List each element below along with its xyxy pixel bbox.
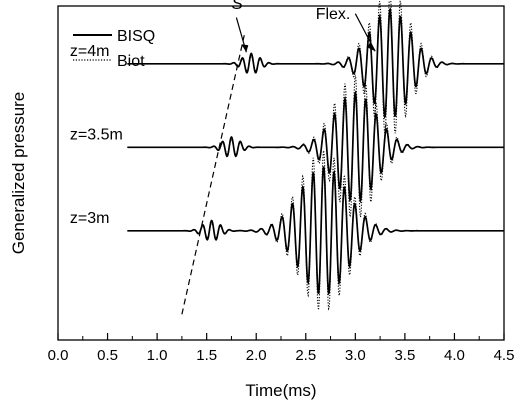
legend-label-bisq: BISQ <box>117 28 155 45</box>
x-tick-label-1: 0.5 <box>97 347 118 364</box>
x-axis-ticks: 0.0 0.5 1.0 1.5 2.0 2.5 3.0 3.5 4.0 4.5 <box>48 333 515 364</box>
bisq-trace-0 <box>127 7 504 120</box>
x-tick-label-5: 2.5 <box>295 347 316 364</box>
x-axis-label: Time(ms) <box>245 381 316 400</box>
x-tick-label-7: 3.5 <box>394 347 415 364</box>
trace-label-0: z=4m <box>70 43 110 60</box>
x-tick-label-6: 3.0 <box>345 347 366 364</box>
s-wave-label: S <box>231 0 243 13</box>
bisq-trace-2 <box>127 166 504 296</box>
x-tick-label-8: 4.0 <box>444 347 465 364</box>
legend-label-biot: Biot <box>117 53 145 70</box>
s-wave-arrowhead <box>241 44 249 53</box>
s-wave-dashed-line <box>181 34 245 315</box>
traces: z=4m z=3.5m z=3m <box>70 0 504 311</box>
annotations: S Flex. <box>181 0 376 315</box>
bisq-trace-1 <box>127 90 504 204</box>
flex-arrow <box>354 13 376 52</box>
trace-label-2: z=3m <box>70 210 110 227</box>
trace-label-1: z=3.5m <box>70 126 123 143</box>
x-tick-label-4: 2.0 <box>246 347 267 364</box>
flex-arrowhead <box>367 42 376 52</box>
x-tick-label-9: 4.5 <box>494 347 515 364</box>
x-tick-label-2: 1.0 <box>147 347 168 364</box>
legend: BISQ Biot <box>73 28 155 70</box>
y-axis-label: Generalized pressure <box>9 92 28 255</box>
x-tick-label-3: 1.5 <box>196 347 217 364</box>
flex-label: Flex. <box>316 6 351 23</box>
x-tick-label-0: 0.0 <box>48 347 69 364</box>
